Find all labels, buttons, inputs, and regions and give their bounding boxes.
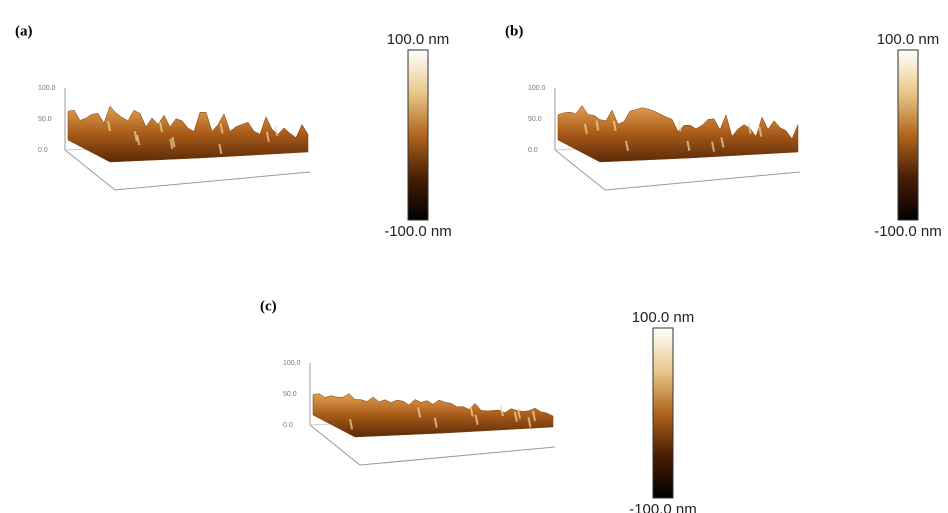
colorbar-max: 100.0 nm	[387, 31, 450, 48]
z-tick-label: 0.0	[283, 422, 293, 429]
afm-surface	[313, 394, 553, 437]
afm-surface	[558, 106, 798, 162]
z-tick-label: 0.0	[38, 147, 48, 154]
colorbar-max: 100.0 nm	[632, 309, 695, 326]
panel-label: (a)	[15, 23, 33, 39]
colorbar	[898, 50, 918, 220]
z-tick-label: 0.0	[528, 147, 538, 154]
colorbar-min: -100.0 nm	[629, 501, 697, 513]
figure: (a) 100.0 50.0 0.0 100.0 nm -100.0 nm (b) 100.0…	[0, 0, 948, 513]
colorbar-max: 100.0 nm	[877, 31, 940, 48]
z-tick-label: 100.0	[283, 360, 301, 367]
colorbar	[408, 50, 428, 220]
colorbar	[653, 328, 673, 498]
colorbar-min: -100.0 nm	[874, 223, 942, 240]
z-tick-label: 50.0	[38, 116, 52, 123]
z-tick-label: 100.0	[528, 85, 546, 92]
colorbar-min: -100.0 nm	[384, 223, 452, 240]
surface-highlight	[679, 121, 681, 131]
z-tick-label: 50.0	[283, 391, 297, 398]
panel-label: (c)	[260, 298, 277, 314]
panel-label: (b)	[505, 23, 523, 39]
z-tick-label: 50.0	[528, 116, 542, 123]
afm-surface	[68, 106, 308, 162]
z-tick-label: 100.0	[38, 85, 56, 92]
